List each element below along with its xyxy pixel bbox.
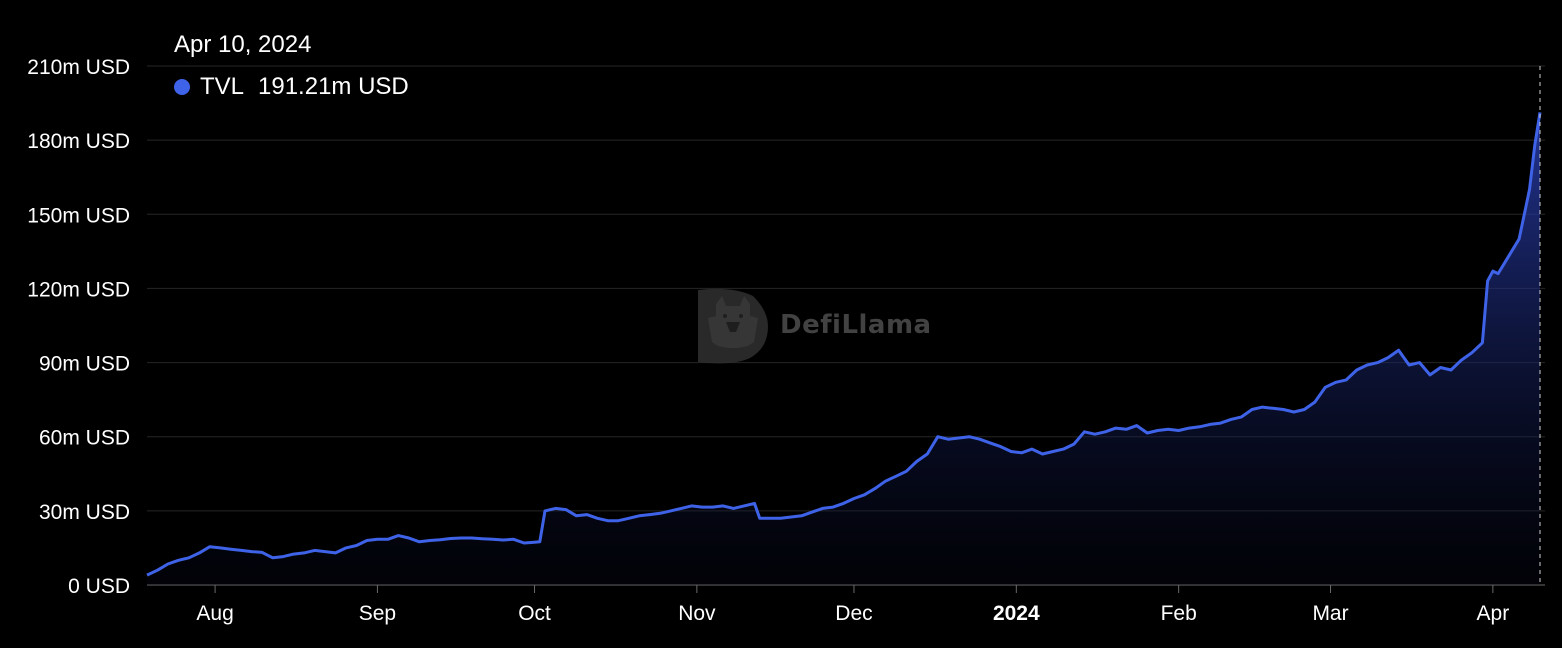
y-tick-label: 150m USD <box>27 204 130 227</box>
y-tick-label: 120m USD <box>27 278 130 301</box>
watermark-text: DefiLlama <box>780 310 932 340</box>
y-tick-label: 210m USD <box>27 56 130 79</box>
y-tick-label: 90m USD <box>39 353 130 376</box>
tooltip-value: 191.21m USD <box>258 73 409 100</box>
x-tick-label: 2024 <box>993 602 1040 625</box>
series-dot-icon <box>174 79 190 95</box>
tvl-line[interactable] <box>146 112 1542 577</box>
x-tick-label: Sep <box>359 602 396 625</box>
y-axis: 0 USD 30m USD 60m USD 90m USD 120m USD 150m U… <box>27 56 130 598</box>
llama-logo-icon <box>698 288 768 364</box>
y-tick-label: 30m USD <box>39 501 130 524</box>
tooltip-series-row: TVL 191.21m USD <box>174 72 409 102</box>
x-tick-label: Aug <box>196 602 233 625</box>
tooltip-date: Apr 10, 2024 <box>174 31 312 58</box>
x-tick-label: Oct <box>518 602 551 625</box>
tvl-area <box>147 112 1540 586</box>
y-tick-label: 180m USD <box>27 130 130 153</box>
x-tick-label: Feb <box>1161 602 1197 625</box>
x-tick-label: Dec <box>835 602 872 625</box>
x-tick-label: Apr <box>1477 602 1510 625</box>
x-tick-label: Nov <box>678 602 716 625</box>
y-tick-label: 60m USD <box>39 427 130 450</box>
tooltip-series-name: TVL <box>200 73 245 100</box>
x-tick-label: Mar <box>1312 602 1348 625</box>
watermark: DefiLlama <box>698 286 932 364</box>
y-tick-label: 0 USD <box>68 575 130 598</box>
tooltip: Apr 10, 2024 TVL 191.21m USD <box>174 30 409 102</box>
grid-lines <box>147 65 1545 586</box>
x-axis: Aug Sep Oct Nov Dec 2024 Feb Mar Apr <box>196 585 1509 625</box>
